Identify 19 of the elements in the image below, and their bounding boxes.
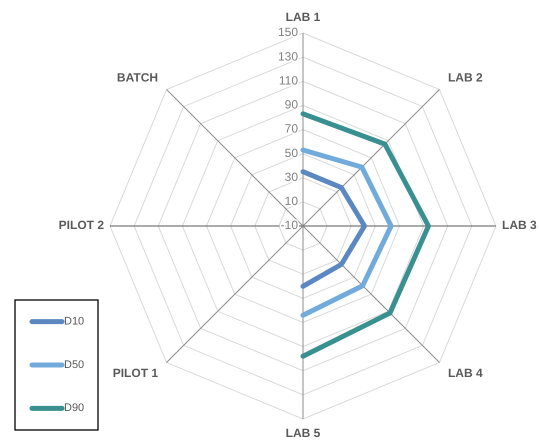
y-tick-label: 70 bbox=[284, 122, 298, 136]
legend-label: D50 bbox=[64, 358, 84, 371]
legend-label: D90 bbox=[64, 402, 84, 414]
spoke-label: LAB 5 bbox=[286, 426, 321, 440]
y-tick-label: 110 bbox=[278, 73, 298, 88]
y-tick-label: 50 bbox=[284, 146, 298, 160]
y-tick-label: 150 bbox=[278, 25, 298, 40]
y-tick-label: 30 bbox=[284, 170, 298, 184]
y-tick-label: 130 bbox=[278, 49, 298, 64]
spoke-label: BATCH bbox=[116, 70, 158, 84]
legend-label: D10 bbox=[64, 316, 84, 328]
spoke-label: PILOT 2 bbox=[58, 218, 104, 232]
spoke-label: LAB 1 bbox=[286, 10, 321, 24]
spoke-label: LAB 3 bbox=[502, 218, 537, 232]
spoke-label: LAB 2 bbox=[448, 70, 483, 84]
y-tick-label: 90 bbox=[284, 98, 298, 112]
y-tick-label: 10 bbox=[284, 194, 298, 208]
spoke-label: PILOT 1 bbox=[112, 366, 158, 380]
spoke-label: LAB 4 bbox=[448, 366, 483, 380]
